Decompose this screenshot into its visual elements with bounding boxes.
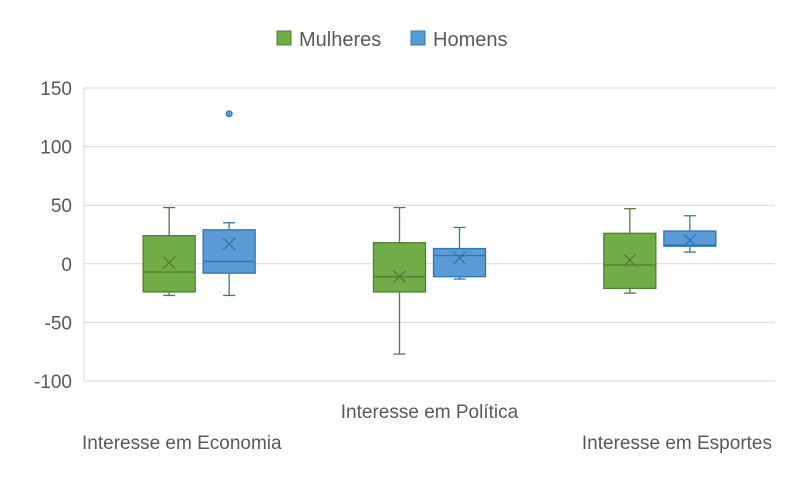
- mean-marker: [683, 233, 697, 247]
- mean-marker: [623, 253, 637, 267]
- legend-swatch-mulheres: [276, 30, 292, 46]
- category-label: Interesse em Economia: [82, 433, 282, 454]
- box-mulheres-1: [372, 206, 427, 355]
- legend: Mulheres Homens: [276, 29, 507, 51]
- mean-marker: [393, 270, 406, 284]
- outlier-point: [225, 110, 233, 118]
- legend-label-mulheres: Mulheres: [299, 29, 381, 51]
- category-label: Interesse em Esportes: [582, 433, 772, 454]
- mean-marker: [453, 251, 466, 265]
- box-iqr: [202, 229, 256, 274]
- plot-area: [142, 110, 717, 355]
- y-tick-label: 50: [51, 196, 72, 217]
- box-mulheres-0: [142, 206, 196, 297]
- legend-swatch-homens: [410, 30, 426, 46]
- box-iqr: [372, 242, 427, 293]
- box-mulheres-2: [603, 208, 657, 294]
- y-tick-label: 150: [40, 79, 72, 100]
- box-homens-2: [663, 215, 717, 253]
- mean-marker: [222, 237, 236, 251]
- y-tick-label: -50: [45, 313, 72, 334]
- box-iqr: [432, 247, 487, 278]
- y-axis: 150 100 50 0 -50 -100: [34, 79, 85, 393]
- y-tick-label: 100: [40, 138, 72, 159]
- box-homens-1: [432, 226, 487, 280]
- grid-lines: [84, 87, 775, 382]
- category-label: Interesse em Política: [341, 402, 519, 423]
- legend-label-homens: Homens: [433, 29, 507, 51]
- box-iqr: [663, 230, 717, 247]
- y-tick-label: -100: [34, 372, 72, 393]
- box-iqr: [142, 235, 196, 293]
- mean-marker: [162, 256, 176, 270]
- y-tick-label: 0: [61, 255, 72, 276]
- x-axis-labels: Interesse em Economia Interesse em Políti…: [82, 402, 772, 454]
- box-homens-0: [202, 110, 256, 297]
